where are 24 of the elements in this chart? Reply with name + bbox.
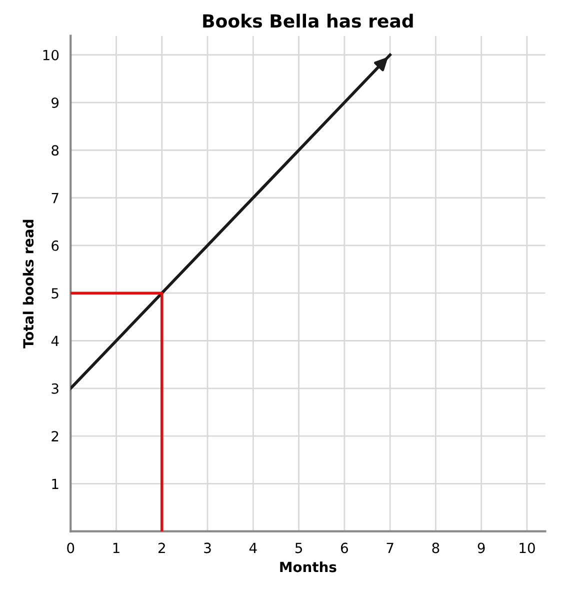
y-tick-label: 5 [52, 288, 58, 299]
x-tick-label: 0 [67, 542, 74, 554]
y-tick-label: 8 [52, 145, 59, 156]
y-tick-label: 10 [43, 50, 59, 60]
x-tick-label: 4 [249, 542, 257, 553]
y-axis-title: Total books read [22, 220, 34, 348]
y-tick-label: 6 [52, 240, 59, 251]
x-tick-label: 1 [113, 542, 120, 553]
y-tick-label: 7 [52, 192, 58, 204]
y-tick-label: 9 [52, 97, 59, 108]
y-tick-label: 1 [52, 478, 58, 489]
x-tick-label: 7 [386, 542, 394, 553]
x-tick-label: 10 [520, 542, 535, 554]
x-tick-label: 8 [432, 542, 440, 554]
y-tick-label: 4 [51, 336, 59, 346]
x-tick-label: 5 [295, 542, 302, 554]
y-tick-label: 2 [52, 431, 58, 442]
x-tick-label: 3 [204, 542, 211, 554]
x-tick-label: 9 [478, 542, 485, 554]
y-tick-label: 3 [52, 383, 58, 394]
x-tick-label: 2 [158, 542, 165, 553]
x-tick-label: 6 [340, 542, 348, 554]
x-axis-title: Months [280, 561, 336, 572]
chart-title: Books Bella has read [203, 14, 413, 28]
